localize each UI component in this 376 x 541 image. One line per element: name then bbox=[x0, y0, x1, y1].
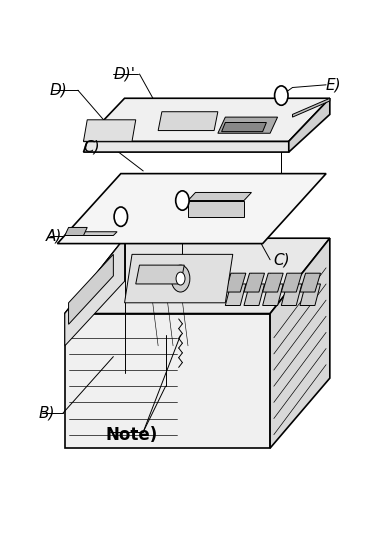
Polygon shape bbox=[83, 141, 293, 152]
Polygon shape bbox=[65, 238, 330, 314]
Polygon shape bbox=[65, 314, 270, 448]
Text: B): B) bbox=[39, 406, 55, 421]
Polygon shape bbox=[136, 265, 184, 284]
Polygon shape bbox=[218, 117, 277, 133]
Polygon shape bbox=[58, 174, 326, 243]
Polygon shape bbox=[244, 273, 264, 292]
Polygon shape bbox=[300, 284, 320, 306]
Polygon shape bbox=[263, 273, 283, 292]
Polygon shape bbox=[225, 284, 246, 306]
Polygon shape bbox=[263, 284, 283, 306]
Polygon shape bbox=[188, 201, 244, 217]
Polygon shape bbox=[281, 284, 302, 306]
Text: D): D) bbox=[50, 83, 68, 98]
Text: Note): Note) bbox=[106, 426, 158, 444]
Polygon shape bbox=[65, 227, 87, 235]
Text: C): C) bbox=[274, 252, 291, 267]
Text: E): E) bbox=[326, 77, 342, 93]
Text: C): C) bbox=[83, 139, 100, 154]
Polygon shape bbox=[281, 273, 302, 292]
Polygon shape bbox=[158, 112, 218, 130]
Circle shape bbox=[176, 272, 185, 285]
Polygon shape bbox=[289, 98, 330, 152]
Polygon shape bbox=[225, 273, 246, 292]
Circle shape bbox=[171, 265, 190, 292]
Polygon shape bbox=[83, 120, 136, 141]
Polygon shape bbox=[270, 238, 330, 448]
Polygon shape bbox=[65, 238, 124, 346]
Polygon shape bbox=[188, 193, 252, 201]
Polygon shape bbox=[65, 232, 117, 235]
Circle shape bbox=[274, 86, 288, 105]
Circle shape bbox=[176, 191, 189, 210]
Polygon shape bbox=[124, 254, 233, 303]
Polygon shape bbox=[244, 284, 264, 306]
Polygon shape bbox=[293, 98, 330, 117]
Text: A): A) bbox=[46, 228, 62, 243]
Polygon shape bbox=[300, 273, 320, 292]
Polygon shape bbox=[83, 98, 330, 141]
Polygon shape bbox=[221, 122, 266, 131]
Polygon shape bbox=[68, 254, 113, 324]
Text: D)': D)' bbox=[113, 67, 135, 82]
Circle shape bbox=[114, 207, 127, 226]
